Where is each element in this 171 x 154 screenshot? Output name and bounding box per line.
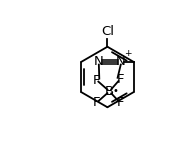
- Text: •: •: [113, 86, 119, 96]
- Text: N: N: [94, 55, 104, 68]
- Text: B: B: [105, 85, 114, 98]
- Text: N: N: [116, 55, 126, 68]
- Text: F: F: [93, 96, 100, 109]
- Text: +: +: [124, 49, 131, 58]
- Text: F: F: [93, 73, 100, 87]
- Text: Cl: Cl: [101, 25, 114, 38]
- Text: F: F: [116, 96, 124, 109]
- Text: F: F: [116, 73, 124, 86]
